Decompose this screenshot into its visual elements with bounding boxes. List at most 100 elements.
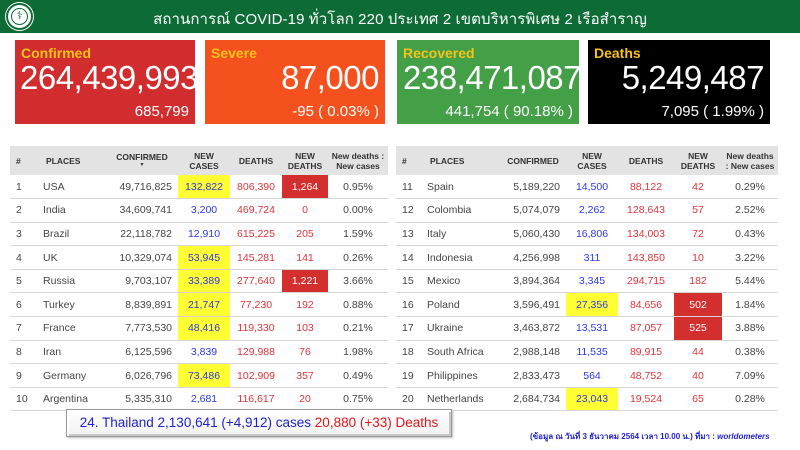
new-cases-cell: 13,531 [566, 316, 618, 341]
confirmed-cell: 22,118,782 [106, 222, 178, 247]
table-row: 12 Colombia 5,074,079 2,262 128,643 57 2.52% [396, 198, 778, 223]
col-confirmed[interactable]: CONFIRMED ▾ [106, 146, 178, 175]
ratio-cell: 7.09% [722, 363, 778, 388]
thailand-deaths: 20,880 (+33) Deaths [314, 415, 439, 430]
ratio-cell: 0.00% [328, 198, 388, 223]
ratio-cell: 0.21% [328, 316, 388, 341]
col-confirmed-label: CONFIRMED [116, 152, 168, 162]
sort-desc-icon[interactable]: ▾ [140, 162, 144, 168]
deaths-cell: 77,230 [230, 292, 282, 318]
recovered-label: Recovered [403, 45, 475, 61]
new-deaths-cell: 20 [282, 387, 328, 412]
rank-cell: 14 [396, 245, 424, 270]
ratio-cell: 0.95% [328, 175, 388, 200]
new-deaths-cell: 0 [282, 198, 328, 223]
table-row: 2 India 34,609,741 3,200 469,724 0 0.00% [10, 198, 388, 223]
col-rank: # [10, 146, 40, 175]
place-cell: Italy [424, 222, 500, 247]
rank-cell: 15 [396, 269, 424, 294]
new-cases-cell: 33,389 [178, 269, 230, 294]
new-cases-cell: 21,747 [178, 292, 230, 318]
new-deaths-cell: 10 [674, 245, 722, 270]
col-deaths: DEATHS [230, 146, 282, 175]
col-new-cases: NEW CASES [566, 146, 618, 175]
deaths-cell: 615,225 [230, 222, 282, 247]
page-title: สถานการณ์ COVID-19 ทั่วโลก 220 ประเทศ 2 … [153, 11, 647, 28]
rank-cell: 11 [396, 175, 424, 200]
table-row: 20 Netherlands 2,684,734 23,043 19,524 65 0.28… [396, 387, 778, 412]
countries-table-left: # PLACES CONFIRMED ▾ NEW CASES DEATHS NEW D… [10, 146, 388, 412]
table-row: 16 Poland 3,596,491 27,356 84,656 502 1.84% [396, 292, 778, 318]
recovered-new: 441,754 ( 90.18% ) [445, 103, 573, 120]
severe-card: Severe 87,000 -95 ( 0.03% ) [205, 40, 385, 124]
place-cell: Turkey [40, 292, 106, 318]
ratio-cell: 0.28% [722, 387, 778, 412]
thailand-cases: 24. Thailand 2,130,641 (+4,912) cases [79, 415, 312, 430]
col-rank: # [396, 146, 424, 175]
col-new-deaths: NEW DEATHS [282, 146, 328, 175]
ratio-cell: 1.98% [328, 340, 388, 365]
place-cell: Brazil [40, 222, 106, 247]
place-cell: Indonesia [424, 245, 500, 270]
caduceus-icon: ⚕ [11, 8, 28, 25]
table-row: 8 Iran 6,125,596 3,839 129,988 76 1.98% [10, 340, 388, 365]
deaths-cell: 806,390 [230, 175, 282, 200]
confirmed-cell: 8,839,891 [106, 292, 178, 318]
col-ratio: New deaths: New cases [722, 146, 778, 175]
deaths-value: 5,249,487 [621, 59, 765, 96]
rank-cell: 6 [10, 292, 40, 318]
rank-cell: 13 [396, 222, 424, 247]
new-cases-cell: 14,500 [566, 175, 618, 200]
table-row: 11 Spain 5,189,220 14,500 88,122 42 0.29% [396, 175, 778, 200]
col-deaths: DEATHS [618, 146, 674, 175]
deaths-cell: 84,656 [618, 292, 674, 318]
table-header-row: # PLACES CONFIRMED ▾ NEW CASES DEATHS NEW D… [10, 146, 388, 175]
confirmed-label: Confirmed [21, 45, 91, 61]
new-cases-cell: 11,535 [566, 340, 618, 365]
col-places: PLACES [40, 146, 106, 175]
ratio-cell: 2.52% [722, 198, 778, 223]
new-deaths-cell: 205 [282, 222, 328, 247]
ratio-cell: 5.44% [722, 269, 778, 294]
deaths-cell: 277,640 [230, 269, 282, 294]
new-cases-cell: 2,262 [566, 198, 618, 223]
deaths-cell: 128,643 [618, 198, 674, 223]
table-row: 7 France 7,773,530 48,416 119,330 103 0.21% [10, 316, 388, 341]
rank-cell: 3 [10, 222, 40, 247]
col-new-deaths: NEW DEATHS [674, 146, 722, 175]
rank-cell: 7 [10, 316, 40, 341]
new-deaths-cell: 65 [674, 387, 722, 412]
place-cell: Poland [424, 292, 500, 318]
deaths-cell: 119,330 [230, 316, 282, 341]
new-cases-cell: 3,839 [178, 340, 230, 365]
place-cell: South Africa [424, 340, 500, 365]
confirmed-cell: 2,833,473 [500, 363, 566, 388]
place-cell: France [40, 316, 106, 341]
place-cell: Iran [40, 340, 106, 365]
place-cell: Ukraine [424, 316, 500, 341]
confirmed-cell: 49,716,825 [106, 175, 178, 200]
new-cases-cell: 2,681 [178, 387, 230, 412]
table-row: 15 Mexico 3,894,364 3,345 294,715 182 5.44% [396, 269, 778, 294]
rank-cell: 20 [396, 387, 424, 412]
new-cases-cell: 53,945 [178, 245, 230, 270]
new-cases-cell: 132,822 [178, 175, 230, 200]
confirmed-cell: 3,463,872 [500, 316, 566, 341]
ratio-cell: 0.49% [328, 363, 388, 388]
ratio-cell: 0.88% [328, 292, 388, 318]
deaths-cell: 48,752 [618, 363, 674, 388]
place-cell: Colombia [424, 198, 500, 223]
table-row: 5 Russia 9,703,107 33,389 277,640 1,221 3.66% [10, 269, 388, 294]
rank-cell: 8 [10, 340, 40, 365]
confirmed-cell: 34,609,741 [106, 198, 178, 223]
new-deaths-cell: 141 [282, 245, 328, 270]
deaths-new: 7,095 ( 1.99% ) [661, 103, 764, 120]
new-deaths-cell: 502 [674, 292, 722, 318]
confirmed-cell: 2,684,734 [500, 387, 566, 412]
place-cell: Philippines [424, 363, 500, 388]
confirmed-cell: 6,026,796 [106, 363, 178, 388]
new-deaths-cell: 40 [674, 363, 722, 388]
col-ratio: New deaths : New cases [328, 146, 388, 175]
table-row: 1 USA 49,716,825 132,822 806,390 1,264 0.95% [10, 175, 388, 200]
deaths-label: Deaths [594, 45, 641, 61]
